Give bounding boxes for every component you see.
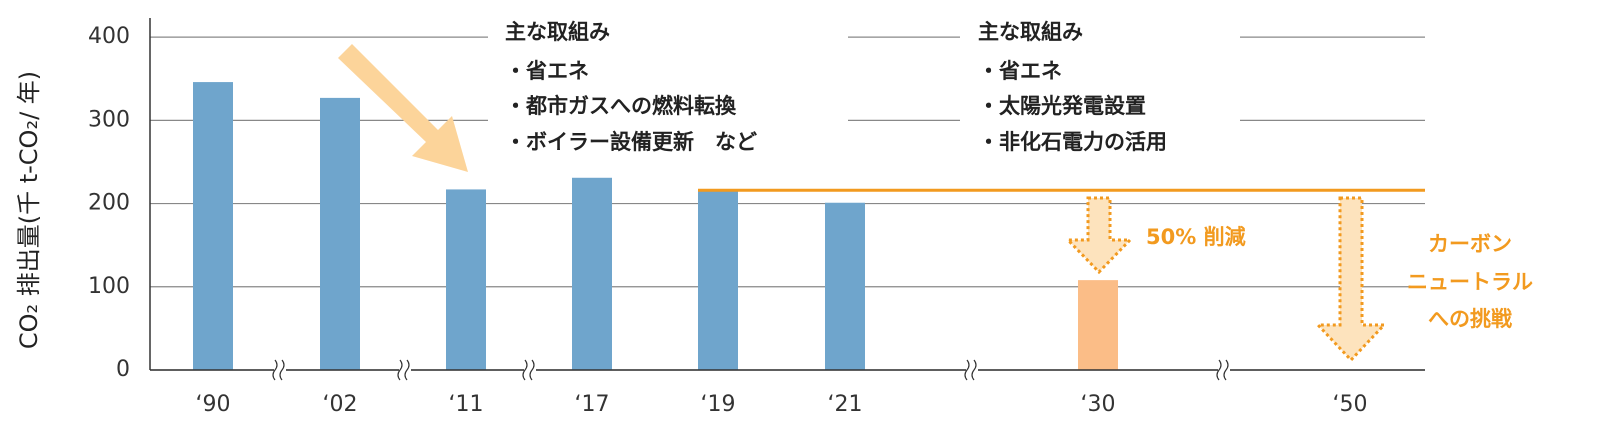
trend-arrow	[338, 44, 468, 172]
annotation-line: 主な取組み	[505, 20, 610, 44]
bar	[698, 190, 738, 370]
annotation-line: ・太陽光発電設置	[978, 94, 1146, 118]
reduction-arrow	[1064, 196, 1134, 275]
neutral-label: ニュートラル	[1407, 270, 1533, 294]
annotation-line: ・省エネ	[505, 59, 589, 83]
y-tick-label: 100	[88, 274, 130, 299]
x-tick-label: ‘50	[1333, 392, 1368, 417]
axis-breaks	[272, 359, 1230, 381]
x-tick-label: ‘30	[1081, 392, 1116, 417]
bar	[320, 97, 360, 370]
y-tick-label: 0	[116, 357, 130, 382]
y-tick-label: 300	[88, 107, 130, 132]
x-tick-label: ‘17	[575, 392, 610, 417]
x-tick-label: ‘21	[828, 392, 863, 417]
neutral-label: カーボン	[1428, 232, 1512, 256]
x-tick-label: ‘19	[701, 392, 736, 417]
y-tick-label: 400	[88, 24, 130, 49]
x-tick-label: ‘02	[323, 392, 358, 417]
neutral-arrow	[1314, 196, 1388, 363]
annotation-bg	[960, 20, 1240, 170]
reduction-label: 50% 削減	[1146, 225, 1246, 249]
annotation-line: ・省エネ	[978, 59, 1062, 83]
annotation-line: ・非化石電力の活用	[978, 130, 1167, 154]
annotation-line: 主な取組み	[978, 20, 1083, 44]
neutral-label: への挑戦	[1428, 307, 1512, 331]
y-axis-label: CO₂ 排出量(千 t-CO₂/ 年)	[15, 71, 43, 349]
bar	[572, 177, 612, 370]
x-tick-label: ‘11	[449, 392, 484, 417]
y-tick-label: 200	[88, 191, 130, 216]
x-tick-label: ‘90	[196, 392, 231, 417]
bar	[1078, 280, 1118, 370]
annotation-line: ・都市ガスへの燃料転換	[505, 94, 737, 118]
bar	[446, 189, 486, 370]
annotation-bg	[488, 20, 848, 170]
bar	[193, 82, 233, 370]
bar	[825, 202, 865, 370]
bars	[193, 82, 1118, 370]
annotation-line: ・ボイラー設備更新 など	[505, 130, 757, 154]
